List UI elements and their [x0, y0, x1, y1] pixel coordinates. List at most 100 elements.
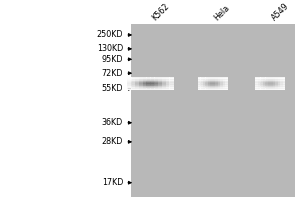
Bar	[263, 83, 266, 84]
Bar	[263, 87, 266, 88]
Bar	[210, 84, 213, 85]
Bar	[210, 83, 213, 84]
Bar	[166, 77, 170, 78]
Bar	[260, 87, 263, 88]
Bar	[270, 78, 273, 79]
Bar	[150, 83, 155, 84]
Bar	[260, 85, 263, 86]
Bar	[208, 84, 211, 85]
Bar	[215, 88, 218, 89]
Bar	[127, 86, 131, 87]
Bar	[208, 79, 211, 80]
Bar	[275, 88, 278, 89]
Bar	[169, 84, 174, 85]
Bar	[162, 83, 166, 84]
Bar	[263, 82, 266, 83]
Bar	[218, 83, 220, 84]
Bar	[273, 89, 275, 90]
Bar	[223, 84, 225, 85]
Bar	[205, 78, 208, 79]
Bar	[150, 82, 155, 83]
Bar	[255, 83, 258, 84]
Bar	[268, 89, 270, 90]
Bar	[218, 83, 220, 84]
Bar	[162, 87, 166, 88]
Bar	[218, 77, 220, 78]
Bar	[169, 81, 174, 82]
Bar	[273, 78, 275, 79]
Bar	[218, 85, 220, 86]
Bar	[258, 77, 261, 78]
Text: 36KD: 36KD	[102, 118, 123, 127]
Bar	[169, 83, 174, 84]
Bar	[154, 89, 158, 90]
Bar	[258, 80, 261, 81]
Bar	[255, 77, 258, 78]
Bar	[225, 85, 228, 86]
Bar	[210, 80, 213, 81]
Bar	[280, 77, 283, 78]
Bar	[265, 81, 268, 82]
Bar	[162, 84, 166, 85]
Bar	[273, 87, 275, 88]
Bar	[166, 78, 170, 79]
Bar	[205, 87, 208, 88]
Bar	[225, 83, 228, 84]
Bar	[150, 85, 155, 86]
Text: 250KD: 250KD	[97, 30, 123, 39]
Bar	[283, 87, 285, 88]
Bar	[260, 78, 263, 79]
Bar	[158, 89, 162, 90]
Bar	[283, 87, 285, 88]
Bar	[169, 88, 174, 89]
Bar	[280, 80, 283, 81]
Bar	[280, 85, 283, 86]
Bar	[220, 83, 223, 84]
Text: 130KD: 130KD	[97, 44, 123, 53]
Bar	[208, 89, 211, 90]
Bar	[275, 82, 278, 83]
Bar	[208, 85, 211, 86]
Bar	[169, 89, 174, 90]
Bar	[208, 88, 211, 89]
Bar	[135, 89, 139, 90]
Bar	[146, 78, 151, 79]
Bar	[283, 89, 285, 90]
Bar	[146, 80, 151, 81]
Bar	[154, 81, 158, 82]
Bar	[283, 82, 285, 83]
Bar	[263, 79, 266, 80]
Bar	[275, 87, 278, 88]
Bar	[154, 87, 158, 88]
Bar	[278, 89, 280, 90]
Bar	[203, 87, 206, 88]
Bar	[275, 87, 278, 88]
Bar	[268, 78, 270, 79]
Bar	[218, 80, 220, 81]
Bar	[215, 80, 218, 81]
Bar	[200, 83, 203, 84]
Bar	[263, 88, 266, 89]
Bar	[158, 78, 162, 79]
Bar	[225, 89, 228, 90]
Bar	[139, 83, 143, 84]
Bar	[283, 81, 285, 82]
Bar	[127, 85, 131, 86]
Bar	[225, 77, 228, 78]
Bar	[280, 82, 283, 83]
Bar	[127, 89, 131, 90]
Bar	[280, 80, 283, 81]
Bar	[208, 87, 211, 88]
Bar	[169, 89, 174, 90]
Bar	[280, 87, 283, 88]
Bar	[273, 83, 275, 84]
Bar	[220, 87, 223, 88]
Bar	[205, 84, 208, 85]
Bar	[255, 87, 258, 88]
Bar	[198, 78, 201, 79]
Bar	[268, 85, 270, 86]
Bar	[142, 81, 147, 82]
Bar	[215, 83, 218, 84]
Bar	[210, 78, 213, 79]
Bar	[127, 87, 131, 88]
